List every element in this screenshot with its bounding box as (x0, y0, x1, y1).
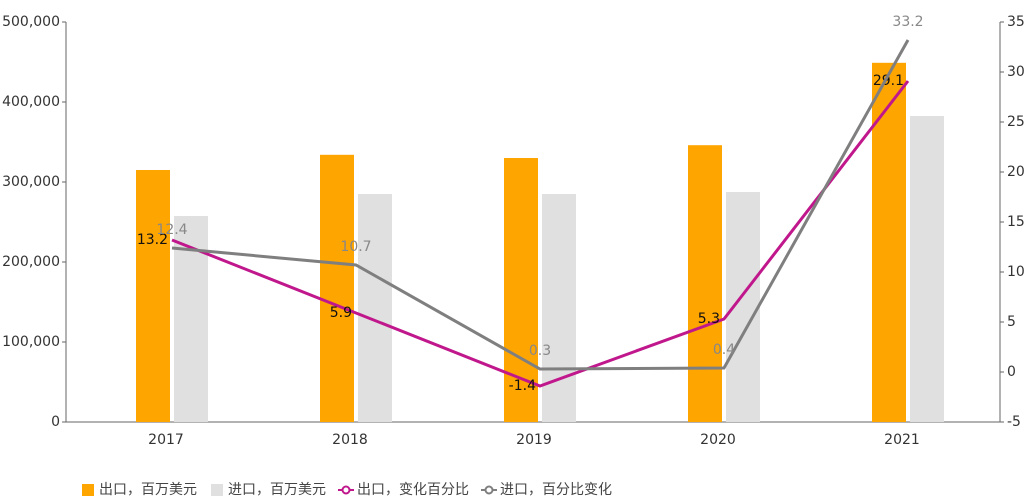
data-label: 12.4 (156, 222, 187, 238)
data-label: 5.3 (698, 311, 720, 327)
x-tick-label: 2017 (148, 432, 184, 448)
legend-label: 进口，百万美元 (228, 482, 326, 498)
data-label: 5.9 (330, 305, 352, 321)
bar (688, 145, 722, 422)
y2-tick-label: 5 (1007, 314, 1016, 330)
line (171, 80, 910, 388)
legend-label: 出口，百万美元 (99, 482, 197, 498)
bar (320, 154, 354, 423)
y2-tick-label: 15 (1007, 214, 1025, 230)
bar (910, 116, 944, 422)
line (171, 39, 910, 371)
x-tick-label: 2018 (332, 432, 368, 448)
y-tick-label: 200,000 (2, 254, 60, 270)
legend-label: 进口，百分比变化 (500, 482, 612, 498)
bar (872, 62, 906, 423)
y-tick-label: 400,000 (2, 94, 60, 110)
data-label: 33.2 (892, 14, 923, 30)
legend-swatch (82, 484, 94, 496)
bar (358, 194, 392, 422)
y-tick-label: 0 (51, 414, 60, 430)
data-label: 29.1 (873, 73, 904, 89)
data-label: 0.4 (713, 342, 735, 358)
y2-tick-label: 10 (1007, 264, 1025, 280)
x-tick-label: 2020 (700, 432, 736, 448)
legend-swatch (341, 485, 351, 495)
legend-swatch (211, 484, 223, 496)
legend-label: 出口，变化百分比 (357, 482, 469, 498)
data-label: 13.2 (137, 232, 168, 248)
y-tick-label: 300,000 (2, 174, 60, 190)
bar (136, 170, 170, 422)
x-tick-label: 2021 (884, 432, 920, 448)
y2-tick-label: 0 (1007, 364, 1016, 380)
y2-tick-label: 20 (1007, 164, 1025, 180)
y2-tick-label: -5 (1007, 414, 1021, 430)
bar (726, 192, 760, 422)
data-label: 10.7 (340, 239, 371, 255)
y-tick-label: 100,000 (2, 334, 60, 350)
bar (542, 194, 576, 422)
y2-tick-label: 25 (1007, 114, 1025, 130)
x-tick-label: 2019 (516, 432, 552, 448)
data-label: 0.3 (529, 343, 551, 359)
legend-swatch (484, 485, 494, 495)
y2-tick-label: 30 (1007, 64, 1025, 80)
y-tick-label: 500,000 (2, 14, 60, 30)
y2-tick-label: 35 (1007, 14, 1025, 30)
data-label: -1.4 (509, 378, 536, 394)
